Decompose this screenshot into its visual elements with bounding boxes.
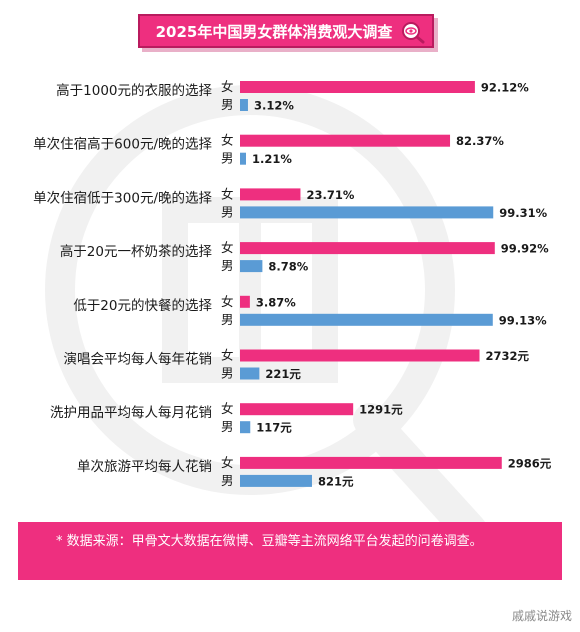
series-label-male: 男 xyxy=(221,151,234,166)
bar-male xyxy=(240,99,248,111)
data-label-female: 23.71% xyxy=(306,188,354,202)
series-label-female: 女 xyxy=(221,240,234,255)
series-label-female: 女 xyxy=(221,294,234,309)
category-label: 单次住宿高于600元/晚的选择 xyxy=(33,136,212,153)
data-label-male: 221元 xyxy=(265,367,301,381)
corner-watermark-text: 戚戚说游戏 xyxy=(511,609,572,623)
bar-chart: 高于1000元的衣服的选择 女男92.12%3.12%单次住宿高于600元/晚的选… xyxy=(33,79,552,488)
category-label: 低于20元的快餐的选择 xyxy=(73,298,212,314)
bar-female xyxy=(240,242,495,255)
data-label-male: 99.13% xyxy=(499,313,547,327)
chart-title: 2025年中国男女群体消费观大调查 xyxy=(155,22,393,41)
bar-female xyxy=(240,134,451,147)
data-label-female: 2732元 xyxy=(486,349,530,363)
bar-female xyxy=(240,295,250,308)
data-label-male: 1.21% xyxy=(252,152,292,166)
series-label-male: 男 xyxy=(221,366,234,381)
series-label-female: 女 xyxy=(221,401,234,416)
category-label: 单次住宿低于300元/晚的选择 xyxy=(33,189,212,206)
bar-male xyxy=(240,260,263,273)
data-label-female: 3.87% xyxy=(256,295,296,309)
bar-male xyxy=(240,313,493,326)
bar-female xyxy=(240,349,480,362)
bar-female xyxy=(240,188,301,201)
bar-male xyxy=(240,421,251,434)
chart-title-banner: 2025年中国男女群体消费观大调查 xyxy=(138,14,434,48)
bar-female xyxy=(240,403,354,416)
category-label: 单次旅游平均每人花销 xyxy=(77,459,212,475)
eye-magnifier-icon xyxy=(402,22,425,44)
series-label-male: 男 xyxy=(221,204,234,219)
series-label-male: 男 xyxy=(221,419,234,434)
series-label-male: 男 xyxy=(221,97,234,112)
series-label-female: 女 xyxy=(221,186,234,201)
series-label-male: 男 xyxy=(221,473,234,488)
bar-male xyxy=(240,367,260,380)
data-label-female: 99.92% xyxy=(501,242,549,256)
series-label-female: 女 xyxy=(221,455,234,470)
data-label-male: 99.31% xyxy=(499,206,547,220)
bar-male xyxy=(240,152,246,165)
data-label-female: 82.37% xyxy=(456,134,504,148)
category-label: 高于1000元的衣服的选择 xyxy=(56,82,212,99)
series-label-female: 女 xyxy=(221,79,234,94)
category-label: 洗护用品平均每人每月花销 xyxy=(50,405,212,421)
category-label: 演唱会平均每人每年花销 xyxy=(64,352,213,368)
series-label-male: 男 xyxy=(221,258,234,273)
series-label-female: 女 xyxy=(221,133,234,148)
data-label-male: 821元 xyxy=(318,474,354,488)
data-label-female: 2986元 xyxy=(508,456,552,470)
bar-female xyxy=(240,81,475,93)
bar-female xyxy=(240,456,502,469)
category-label: 高于20元一杯奶茶的选择 xyxy=(60,243,213,260)
data-label-male: 8.78% xyxy=(268,260,308,274)
bar-male xyxy=(240,206,494,219)
data-label-male: 117元 xyxy=(256,421,292,435)
data-label-female: 92.12% xyxy=(481,81,529,95)
source-footnote: * 数据来源：甲骨文大数据在微博、豆瓣等主流网络平台发起的问卷调查。 xyxy=(18,522,562,580)
series-label-male: 男 xyxy=(221,312,234,327)
bar-male xyxy=(240,474,312,487)
data-label-male: 3.12% xyxy=(254,99,294,113)
data-label-female: 1291元 xyxy=(359,403,403,417)
series-label-female: 女 xyxy=(221,348,234,363)
